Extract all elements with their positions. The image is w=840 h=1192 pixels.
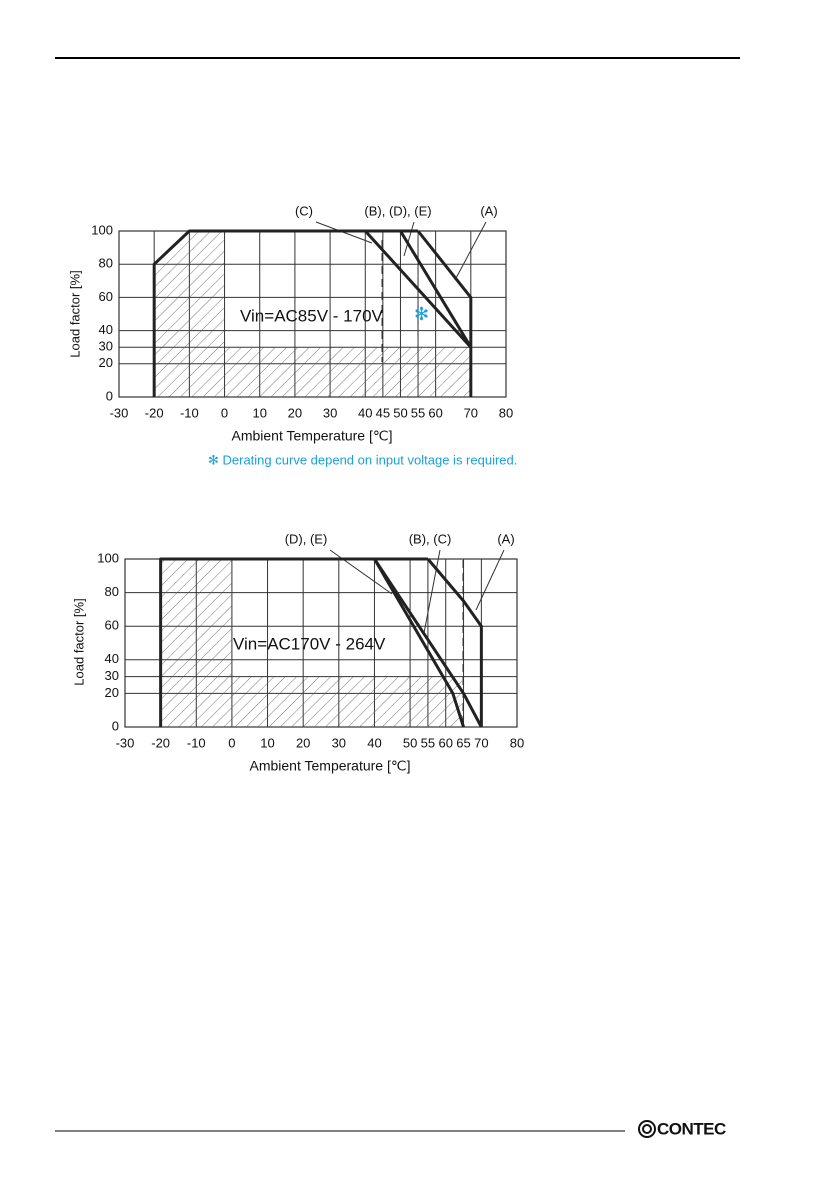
x-tick-label: 0 [228, 735, 235, 750]
derating-line [399, 230, 473, 348]
x-tick-label: 10 [252, 405, 266, 420]
x-tick-label: 60 [438, 735, 452, 750]
x-tick-label: 0 [221, 405, 228, 420]
x-tick-label: 55 [421, 735, 435, 750]
series-label: (C) [295, 203, 313, 218]
y-tick-label: 0 [106, 388, 113, 403]
x-tick-label: 80 [510, 735, 524, 750]
x-tick-label: -30 [110, 405, 129, 420]
x-tick-label: 30 [332, 735, 346, 750]
leader-line [329, 549, 393, 595]
y-tick-label: 60 [99, 289, 113, 304]
x-tick-label: 55 [411, 405, 425, 420]
y-axis-label: Load factor [%] [67, 270, 82, 357]
hatch [160, 559, 462, 727]
derating-line [373, 558, 465, 728]
leader-line [403, 221, 415, 257]
x-tick-label: -30 [116, 735, 135, 750]
x-tick-label: -10 [187, 735, 206, 750]
derating-line [152, 229, 419, 397]
series-label: (A) [480, 203, 497, 218]
y-tick-label: 40 [99, 322, 113, 337]
x-tick-label: 40 [367, 735, 381, 750]
series-label: (B), (C) [409, 531, 452, 546]
x-tick-label: 20 [288, 405, 302, 420]
y-tick-label: 30 [99, 339, 113, 354]
chart-1: Vin=AC85V - 170V ✻ ✻ Derating curve depe… [67, 203, 517, 467]
x-tick-label: 30 [323, 405, 337, 420]
series-label: (D), (E) [285, 531, 328, 546]
y-tick-label: 20 [105, 685, 119, 700]
derating-line [364, 229, 472, 349]
x-tick-label: 70 [474, 735, 488, 750]
derating-line [416, 230, 473, 397]
x-tick-label: 80 [499, 405, 513, 420]
x-axis-label: Ambient Temperature [℃] [250, 758, 411, 774]
y-tick-label: 30 [105, 668, 119, 683]
y-axis-label: Load factor [%] [71, 598, 86, 685]
x-tick-label: 70 [464, 405, 478, 420]
derating-line [159, 557, 428, 727]
y-tick-label: 60 [105, 618, 119, 633]
logo-text: CONTEC [657, 1119, 726, 1138]
marker: ✻ [414, 304, 429, 324]
annotation: Vin=AC170V - 264V [233, 634, 386, 653]
chart-2: Vin=AC170V - 264V (D), (E) (B), (C) (A) … [71, 531, 524, 773]
x-tick-label: 50 [403, 735, 417, 750]
derating-line [373, 558, 483, 728]
series-label: (A) [497, 531, 514, 546]
x-tick-label: 20 [296, 735, 310, 750]
hatch [155, 231, 470, 397]
y-tick-label: 0 [112, 718, 119, 733]
x-tick-label: 10 [260, 735, 274, 750]
leader-line [423, 549, 441, 634]
x-tick-label: 65 [456, 735, 470, 750]
y-tick-label: 40 [105, 651, 119, 666]
annotation: Vin=AC85V - 170V [240, 306, 384, 325]
x-tick-label: 60 [428, 405, 442, 420]
leader-line [475, 549, 505, 611]
x-axis-label: Ambient Temperature [℃] [232, 428, 393, 444]
logo: CONTEC [638, 1119, 727, 1138]
y-tick-label: 100 [91, 222, 113, 237]
x-tick-label: -20 [145, 405, 164, 420]
footnote: ✻ Derating curve depend on input voltage… [208, 452, 517, 467]
x-tick-label: -20 [151, 735, 170, 750]
y-tick-label: 80 [99, 256, 113, 271]
series-label: (B), (D), (E) [364, 203, 431, 218]
y-tick-label: 20 [99, 355, 113, 370]
x-tick-label: -10 [180, 405, 199, 420]
x-tick-label: 40 [358, 405, 372, 420]
leader-line [454, 221, 487, 281]
x-tick-label: 45 [376, 405, 390, 420]
derating-line [426, 558, 483, 727]
x-tick-label: 50 [393, 405, 407, 420]
y-tick-label: 100 [97, 550, 119, 565]
y-tick-label: 80 [105, 584, 119, 599]
